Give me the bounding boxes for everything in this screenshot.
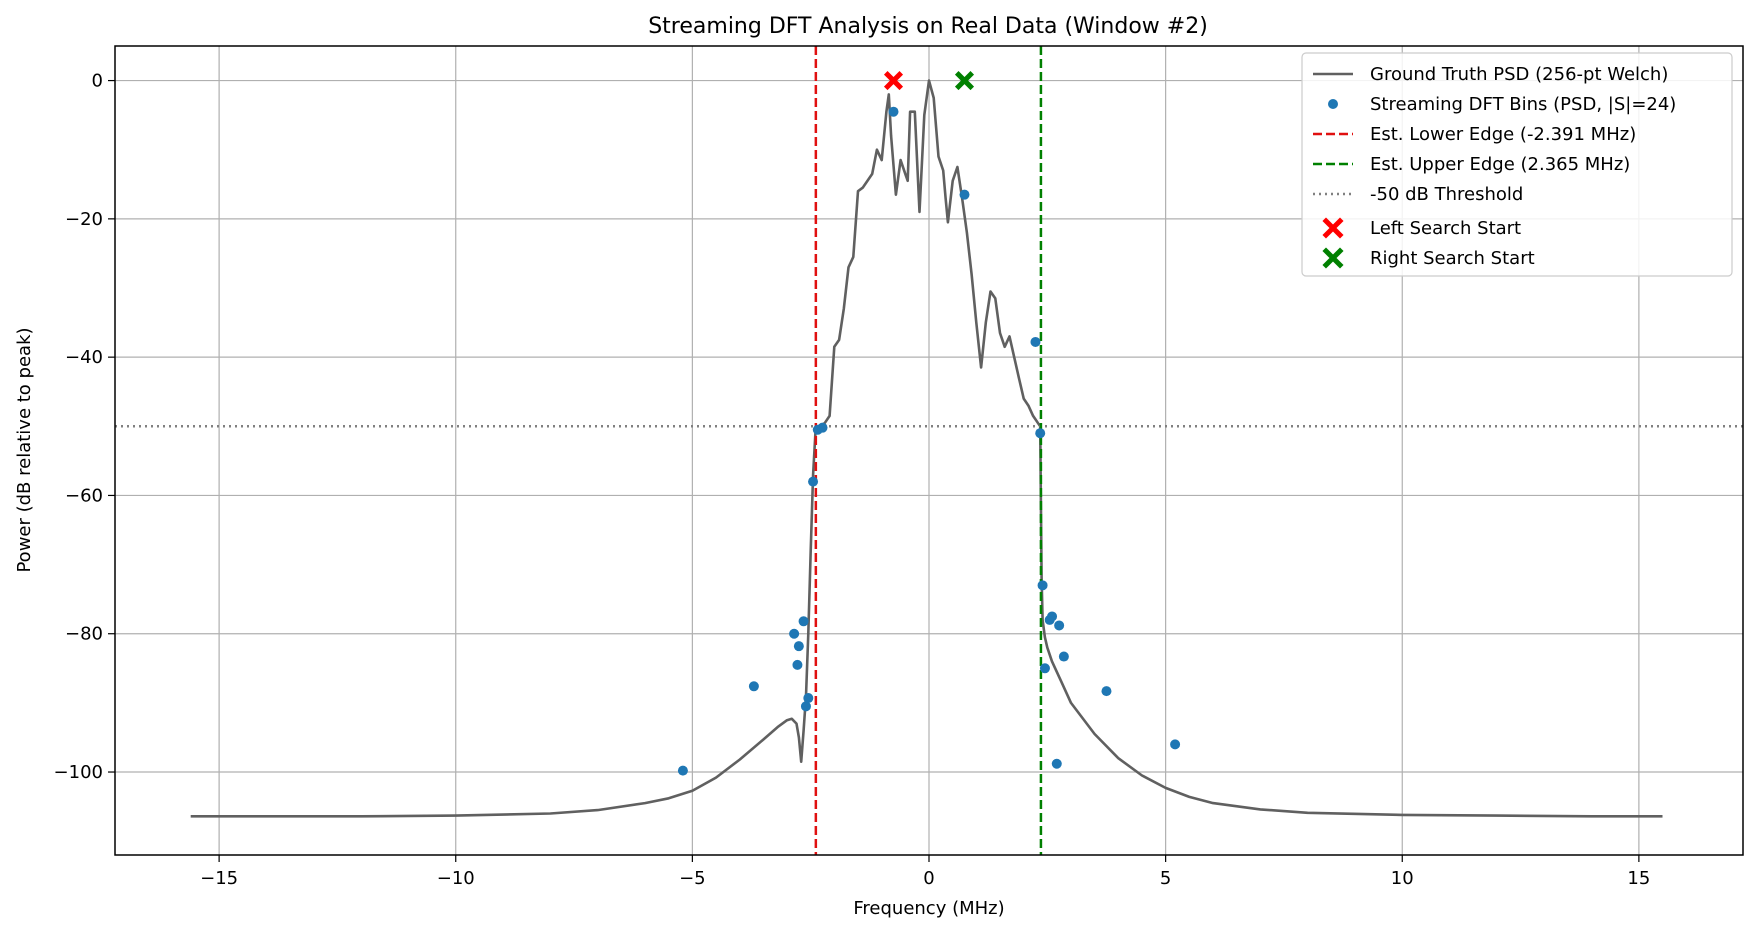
x-tick-label: 0	[923, 868, 934, 889]
dft-bin-point	[817, 422, 828, 433]
right-search-start-marker	[954, 71, 975, 91]
legend-label-right-search: Right Search Start	[1370, 248, 1535, 269]
dft-bin-point	[793, 641, 804, 652]
chart-title: Streaming DFT Analysis on Real Data (Win…	[648, 14, 1208, 39]
y-tick-label: −40	[65, 347, 103, 368]
legend-label-ground-truth: Ground Truth PSD (256-pt Welch)	[1370, 64, 1668, 85]
dft-bin-point	[798, 616, 809, 627]
dft-bin-point	[803, 693, 814, 704]
y-tick-label: 0	[92, 71, 103, 92]
dft-bin-point	[1037, 580, 1048, 591]
y-tick-label: −20	[65, 209, 103, 230]
dft-bin-point	[1054, 620, 1065, 631]
dft-bin-point	[792, 659, 803, 670]
y-tick-label: −100	[54, 762, 103, 783]
legend-box	[1301, 52, 1733, 277]
y-axis-label: Power (dB relative to peak)	[14, 327, 35, 572]
x-tick-label: 5	[1160, 868, 1171, 889]
legend-swatch-left-search	[1322, 217, 1344, 239]
legend-swatch-dft-bins	[1328, 99, 1338, 109]
left-search-start-marker	[883, 71, 904, 91]
dft-bin-point	[789, 628, 800, 639]
dft-bin-point	[800, 701, 811, 712]
x-tick-label: 10	[1391, 868, 1414, 889]
dft-bin-point	[1101, 686, 1112, 697]
x-tick-label: −15	[200, 868, 238, 889]
legend-label-lower-edge: Est. Lower Edge (-2.391 MHz)	[1370, 124, 1636, 145]
dft-bin-point	[1170, 739, 1181, 750]
x-tick-label: −5	[679, 868, 706, 889]
legend-label-threshold: -50 dB Threshold	[1370, 184, 1523, 205]
dft-bin-point	[1030, 336, 1041, 347]
dft-bin-point	[748, 681, 759, 692]
dft-bin-point	[888, 106, 899, 117]
plot-frame	[114, 45, 1744, 856]
y-tick-label: −60	[65, 485, 103, 506]
x-axis-label: Frequency (MHz)	[853, 898, 1004, 919]
dft-bin-point	[1051, 758, 1062, 769]
legend: Ground Truth PSD (256-pt Welch) Streamin…	[1301, 52, 1733, 277]
dft-bin-point	[1035, 428, 1046, 439]
ground-truth-psd-line	[190, 79, 1663, 818]
dft-bin-point	[959, 189, 970, 200]
plot-area	[115, 46, 1743, 855]
y-tick-label: −80	[65, 624, 103, 645]
legend-label-upper-edge: Est. Upper Edge (2.365 MHz)	[1370, 154, 1630, 175]
legend-swatch-right-search	[1322, 247, 1344, 269]
legend-label-left-search: Left Search Start	[1370, 218, 1521, 239]
axis-ticks: −15 −10 −5 0 5 10 15 0 −20 −40 −60 −80 −100	[54, 71, 1651, 889]
dft-bin-point	[1058, 651, 1069, 662]
x-tick-label: 15	[1627, 868, 1650, 889]
legend-label-dft-bins: Streaming DFT Bins (PSD, |S|=24)	[1370, 94, 1676, 115]
dft-bin-point	[677, 765, 688, 776]
dft-bin-point	[808, 476, 819, 487]
x-tick-label: −10	[437, 868, 475, 889]
dft-bin-point	[1047, 611, 1058, 622]
dft-bin-point	[1039, 663, 1050, 674]
